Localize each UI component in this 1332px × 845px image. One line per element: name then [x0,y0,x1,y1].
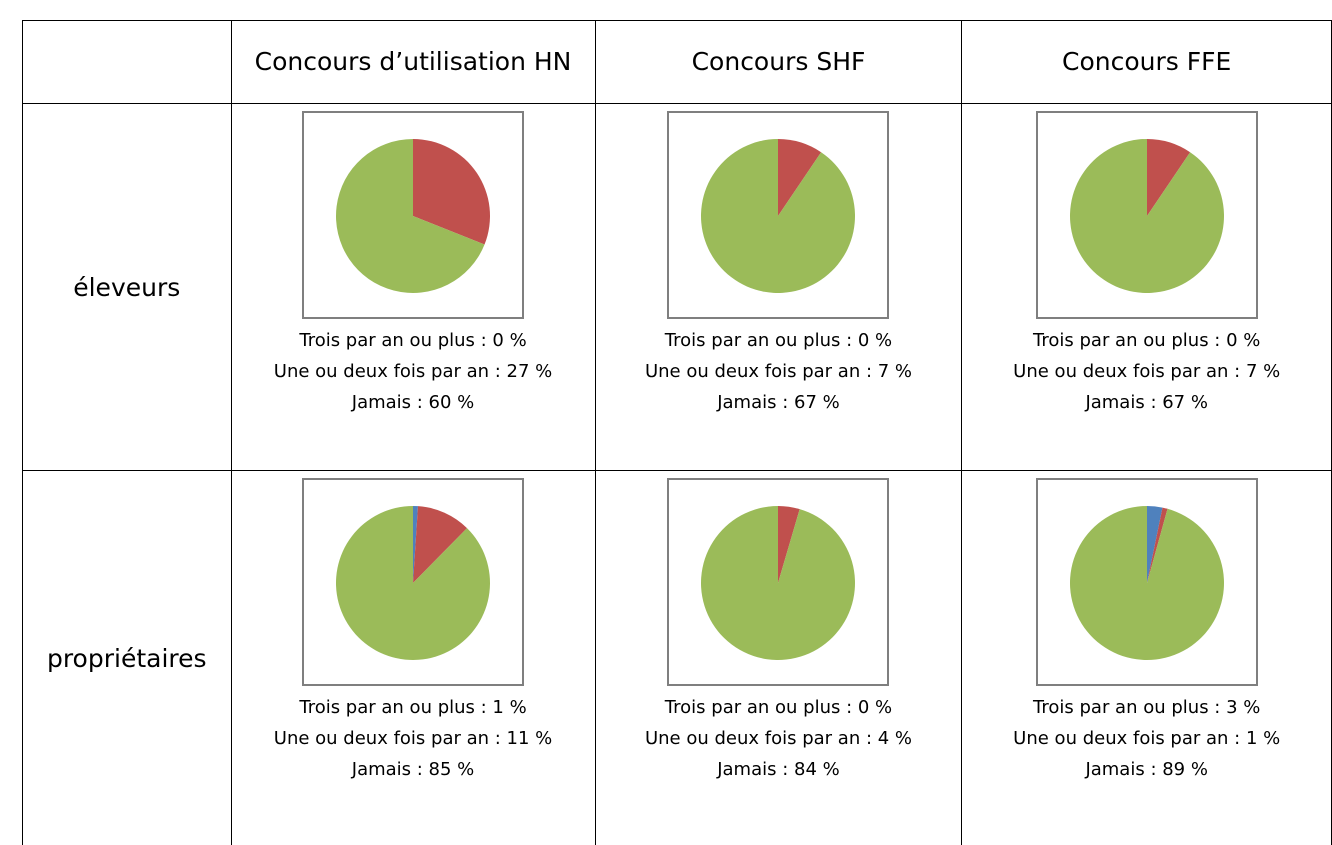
chart-labels: Trois par an ou plus : 0 % Une ou deux fo… [628,692,928,785]
value-label: Trois par an ou plus : 3 % [1033,697,1261,718]
row-label: éleveurs [22,103,232,471]
pie-chart [701,139,856,293]
value-label: Trois par an ou plus : 1 % [299,697,527,718]
chart-frame [302,478,525,686]
pie-slice [1146,139,1190,216]
pie-slice [413,139,491,245]
chart-cell: Trois par an ou plus : 0 % Une ou deux fo… [230,103,596,471]
pie-slice [413,506,419,583]
value-label: Une ou deux fois par an : 7 % [1013,361,1281,382]
pie-slice [413,506,468,583]
chart-labels: Trois par an ou plus : 3 % Une ou deux fo… [997,692,1297,785]
chart-cell: Trois par an ou plus : 0 % Une ou deux fo… [594,470,963,845]
value-label: Jamais : 67 % [1085,392,1208,413]
value-label: Trois par an ou plus : 0 % [664,330,893,351]
column-title: Concours FFE [1062,47,1232,76]
value-label: Trois par an ou plus : 0 % [664,697,893,718]
value-label: Une ou deux fois par an : 11 % [273,728,553,749]
chart-labels: Trois par an ou plus : 1 % Une ou deux fo… [263,692,563,785]
table-row: propriétaires Trois par an ou plus : 1 % U… [22,470,1332,845]
pie-chart [701,506,856,660]
chart-cell: Trois par an ou plus : 3 % Une ou deux fo… [961,470,1332,845]
value-label: Une ou deux fois par an : 1 % [1013,728,1281,749]
chart-frame [1035,478,1258,686]
column-title: Concours SHF [691,47,866,76]
value-label: Trois par an ou plus : 0 % [299,330,527,351]
pie-chart [336,139,491,293]
pie-slice [778,506,801,583]
chart-frame [667,478,890,686]
value-label: Jamais : 89 % [1085,759,1208,780]
pie-chart [336,506,491,660]
pie-slice [1069,506,1224,660]
corner-cell [22,20,232,104]
pie-chart [1069,139,1224,293]
column-header: Concours d’utilisation HN [230,20,596,104]
chart-frame [302,111,525,319]
value-label: Une ou deux fois par an : 4 % [644,728,913,749]
chart-cell: Trois par an ou plus : 0 % Une ou deux fo… [594,103,963,471]
value-label: Une ou deux fois par an : 7 % [644,361,913,382]
pie-slice [778,139,822,216]
column-header: Concours FFE [961,20,1332,104]
value-label: Trois par an ou plus : 0 % [1033,330,1261,351]
value-label: Une ou deux fois par an : 27 % [273,361,553,382]
chart-cell: Trois par an ou plus : 0 % Une ou deux fo… [961,103,1332,471]
pie-chart [1069,506,1224,660]
header-row: Concours d’utilisation HN Concours SHF Con… [22,20,1332,104]
chart-cell: Trois par an ou plus : 1 % Une ou deux fo… [230,470,596,845]
chart-frame [1035,111,1258,319]
value-label: Jamais : 84 % [717,759,840,780]
pie-slice [1069,139,1224,293]
pie-slice [701,506,856,660]
pie-slice [1146,507,1168,583]
value-label: Jamais : 85 % [351,759,475,780]
value-label: Jamais : 60 % [351,392,475,413]
chart-labels: Trois par an ou plus : 0 % Une ou deux fo… [628,325,928,418]
pie-slice [336,506,491,660]
table: Concours d’utilisation HN Concours SHF Con… [22,20,1332,845]
row-label: propriétaires [22,470,232,845]
column-header: Concours SHF [594,20,963,104]
pie-slice [701,139,856,293]
value-label: Jamais : 67 % [717,392,840,413]
pie-slice [1146,506,1163,583]
chart-labels: Trois par an ou plus : 0 % Une ou deux fo… [263,325,563,418]
column-title: Concours d’utilisation HN [254,47,572,76]
table-row: éleveurs Trois par an ou plus : 0 % Une ou… [22,103,1332,471]
chart-frame [667,111,890,319]
chart-labels: Trois par an ou plus : 0 % Une ou deux fo… [997,325,1297,418]
pie-slice [336,139,485,293]
